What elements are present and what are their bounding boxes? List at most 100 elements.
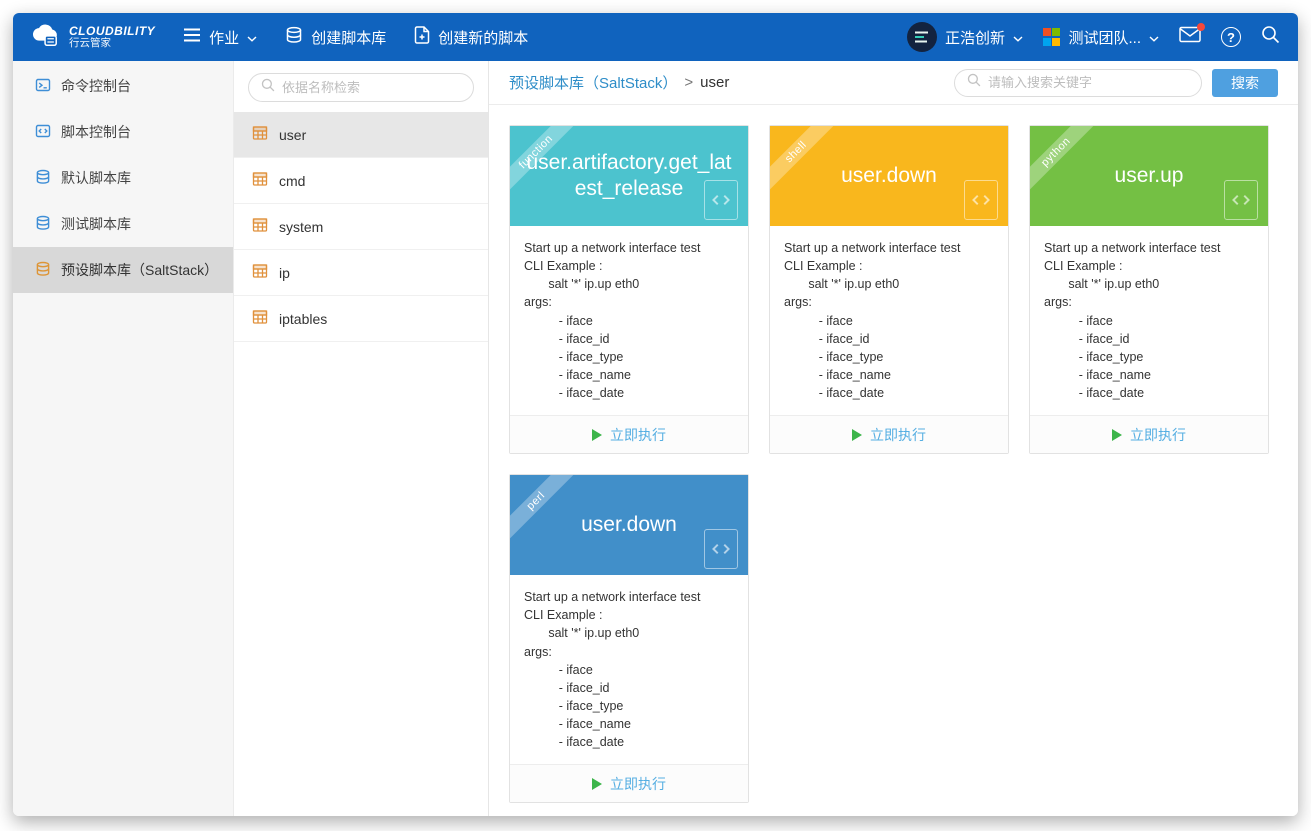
team-grid-square [1052, 37, 1061, 46]
run-now-button[interactable]: 立即执行 [1030, 415, 1268, 454]
sidebar-item-preset-saltstack-lib[interactable]: 预设脚本库（SaltStack） [13, 247, 233, 293]
list-item-ip[interactable]: ip [234, 250, 488, 296]
team-grid-icon [1042, 28, 1061, 46]
run-now-label: 立即执行 [870, 426, 926, 443]
table-icon [252, 309, 268, 328]
sidebar-item-command-console[interactable]: 命令控制台 [13, 63, 233, 109]
create-script-lib-label: 创建脚本库 [311, 29, 387, 47]
code-file-icon [704, 180, 738, 220]
run-now-label: 立即执行 [1130, 426, 1186, 443]
sidebar-item-test-script-lib[interactable]: 测试脚本库 [13, 201, 233, 247]
script-group-panel: user cmd system [234, 61, 489, 816]
play-icon [1112, 428, 1122, 441]
notification-badge [1197, 23, 1205, 31]
list-item-label: ip [279, 264, 290, 281]
team-grid-square [1042, 37, 1051, 46]
sidebar-item-label: 默认脚本库 [61, 170, 131, 186]
list-search-input[interactable] [282, 80, 461, 95]
envelope-icon [1179, 26, 1201, 48]
team-grid-square [1042, 28, 1051, 37]
database-icon [35, 261, 51, 280]
card-description: Start up a network interface test CLI Ex… [524, 241, 701, 400]
card-grid: function user.artifactory.get_latest_rel… [489, 105, 1298, 816]
code-file-icon [704, 529, 738, 570]
brand-name: CLOUDBILITY [69, 23, 156, 38]
sidebar-item-default-script-lib[interactable]: 默认脚本库 [13, 155, 233, 201]
search-icon [1261, 25, 1280, 49]
list-search-box[interactable] [248, 73, 474, 102]
sidebar-item-label: 预设脚本库（SaltStack） [61, 262, 219, 278]
help-button[interactable]: ? [1221, 27, 1241, 47]
create-new-script-button[interactable]: 创建新的脚本 [414, 26, 528, 48]
card-description: Start up a network interface test CLI Ex… [1044, 241, 1221, 400]
chevron-down-icon [247, 29, 257, 46]
script-card-user-down-perl: perl user.down Start up a network interf… [509, 474, 749, 804]
run-now-button[interactable]: 立即执行 [770, 415, 1008, 454]
nav-job-menu[interactable]: 作业 [183, 27, 257, 48]
card-title: user.up [1114, 163, 1184, 187]
database-add-icon [285, 26, 303, 48]
global-search-button[interactable] [1261, 25, 1280, 49]
run-now-label: 立即执行 [610, 775, 666, 792]
table-icon [252, 171, 268, 190]
card-title: user.down [841, 163, 937, 187]
run-now-label: 立即执行 [610, 426, 666, 443]
create-new-script-label: 创建新的脚本 [438, 29, 529, 47]
main-search-input[interactable] [988, 75, 1189, 90]
search-icon [967, 73, 981, 92]
breadcrumb-current: user [700, 74, 730, 91]
run-now-button[interactable]: 立即执行 [510, 415, 748, 454]
database-icon [35, 169, 51, 188]
create-script-lib-button[interactable]: 创建脚本库 [285, 26, 386, 48]
main-search-box[interactable] [954, 68, 1202, 97]
play-icon [592, 777, 602, 790]
app-window: CLOUDBILITY 行云管家 作业 创建脚本库 [13, 13, 1298, 816]
list-item-label: iptables [279, 310, 328, 327]
chevron-down-icon [1013, 29, 1023, 46]
file-plus-icon [414, 26, 430, 48]
code-file-icon [1224, 180, 1258, 220]
run-now-button[interactable]: 立即执行 [510, 764, 748, 803]
team-grid-square [1052, 28, 1061, 37]
sidebar-item-label: 测试脚本库 [61, 216, 131, 232]
list-item-iptables[interactable]: iptables [234, 296, 488, 342]
search-submit-button[interactable]: 搜索 [1212, 68, 1278, 97]
search-icon [261, 78, 275, 97]
nav-job-label: 作业 [209, 29, 240, 47]
brand-subtitle: 行云管家 [69, 36, 111, 49]
card-header: perl user.down [510, 475, 748, 576]
sidebar-item-script-console[interactable]: 脚本控制台 [13, 109, 233, 155]
table-icon [252, 125, 268, 144]
breadcrumb-parent-link[interactable]: 预设脚本库（SaltStack） [509, 75, 678, 92]
topbar: CLOUDBILITY 行云管家 作业 创建脚本库 [13, 13, 1298, 61]
hamburger-icon [183, 28, 201, 46]
play-icon [592, 428, 602, 441]
team-menu[interactable]: 测试团队... [1042, 27, 1159, 48]
list-item-label: user [279, 126, 307, 143]
breadcrumb: 预设脚本库（SaltStack） > user [509, 72, 729, 93]
code-file-icon [964, 180, 998, 220]
breadcrumb-separator: > [684, 74, 694, 91]
sidebar-item-label: 命令控制台 [61, 78, 131, 94]
brand[interactable]: CLOUDBILITY 行云管家 [31, 22, 155, 53]
sidebar: 命令控制台 脚本控制台 默认脚本库 [13, 61, 234, 816]
list-item-label: cmd [279, 172, 306, 189]
user-name: 正浩创新 [944, 29, 1005, 47]
list-item-system[interactable]: system [234, 204, 488, 250]
database-icon [35, 215, 51, 234]
list-item-user[interactable]: user [234, 112, 488, 158]
list-item-cmd[interactable]: cmd [234, 158, 488, 204]
script-card-user-down-shell: shell user.down Start up a network inter… [769, 125, 1009, 455]
card-title: user.down [581, 513, 677, 536]
question-icon: ? [1221, 27, 1241, 47]
brand-logo-icon [31, 22, 61, 53]
sidebar-item-label: 脚本控制台 [61, 124, 131, 140]
messages-button[interactable] [1179, 23, 1205, 48]
terminal-icon [35, 77, 51, 96]
script-group-list: user cmd system [234, 112, 488, 342]
chevron-down-icon [1149, 29, 1159, 46]
card-header: python user.up [1030, 126, 1268, 226]
user-menu[interactable]: 正浩创新 [906, 22, 1023, 52]
avatar [906, 22, 937, 52]
language-ribbon: python [1030, 126, 1102, 198]
